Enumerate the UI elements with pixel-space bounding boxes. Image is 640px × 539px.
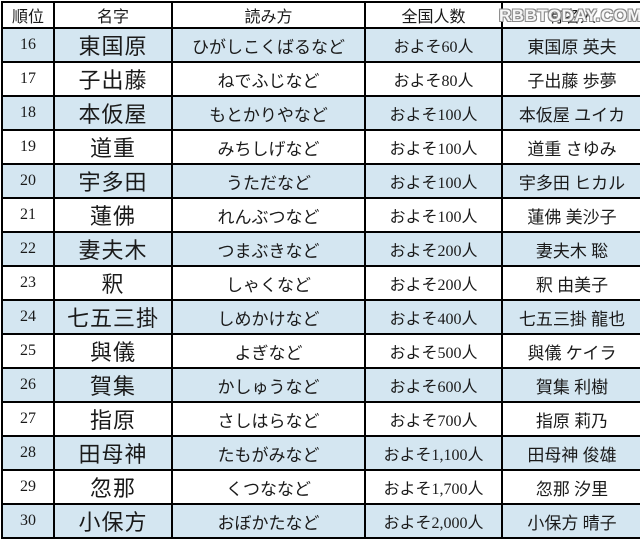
- cell-surname: 子出藤: [53, 61, 173, 97]
- cell-population: およそ200人: [364, 231, 503, 267]
- cell-reading: つまぶきなど: [171, 231, 366, 267]
- cell-rank: 17: [1, 61, 55, 97]
- cell-celebrity: 妻夫木 聡: [501, 231, 640, 267]
- cell-population: およそ200人: [364, 265, 503, 301]
- cell-rank: 23: [1, 265, 55, 301]
- header-rank: 順位: [1, 1, 55, 29]
- cell-reading: くつななど: [171, 469, 366, 505]
- table-row: 22 妻夫木 つまぶきなど およそ200人 妻夫木 聡: [1, 231, 640, 267]
- cell-reading: ねでふじなど: [171, 61, 366, 97]
- cell-population: およそ2,000人: [364, 503, 503, 539]
- header-celebrity: 有名人: [501, 1, 640, 29]
- cell-celebrity: 東国原 英夫: [501, 27, 640, 63]
- cell-celebrity: 釈 由美子: [501, 265, 640, 301]
- header-row: 順位 名字 読み方 全国人数 有名人: [1, 1, 640, 29]
- cell-rank: 16: [1, 27, 55, 63]
- header-reading: 読み方: [171, 1, 366, 29]
- cell-celebrity: 小保方 晴子: [501, 503, 640, 539]
- table-row: 29 忽那 くつななど およそ1,700人 忽那 汐里: [1, 469, 640, 505]
- table-row: 16 東国原 ひがしこくばるなど およそ60人 東国原 英夫: [1, 27, 640, 63]
- cell-reading: みちしげなど: [171, 129, 366, 165]
- table-row: 23 釈しゃくなど およそ200人釈 由美子: [1, 265, 640, 301]
- cell-reading: たもがみなど: [171, 435, 366, 471]
- cell-rank: 24: [1, 299, 55, 335]
- cell-surname: 蓮佛: [53, 197, 173, 233]
- table-row: 17 子出藤 ねでふじなど およそ80人 子出藤 歩夢: [1, 61, 640, 97]
- cell-surname: 指原: [53, 401, 173, 437]
- table-row: 25 與儀 よぎなど およそ500人 與儀 ケイラ: [1, 333, 640, 369]
- cell-surname: 妻夫木: [53, 231, 173, 267]
- table-row: 24 七五三掛 しめかけなど およそ400人 七五三掛 龍也: [1, 299, 640, 335]
- cell-celebrity: 賀集 利樹: [501, 367, 640, 403]
- cell-population: およそ1,100人: [364, 435, 503, 471]
- cell-rank: 30: [1, 503, 55, 539]
- cell-celebrity: 子出藤 歩夢: [501, 61, 640, 97]
- cell-surname: 賀集: [53, 367, 173, 403]
- table-row: 28 田母神 たもがみなど およそ1,100人 田母神 俊雄: [1, 435, 640, 471]
- cell-celebrity: 宇多田 ヒカル: [501, 163, 640, 199]
- cell-surname: 田母神: [53, 435, 173, 471]
- cell-reading: よぎなど: [171, 333, 366, 369]
- cell-population: およそ80人: [364, 61, 503, 97]
- cell-rank: 20: [1, 163, 55, 199]
- cell-surname: 小保方: [53, 503, 173, 539]
- cell-reading: かしゅうなど: [171, 367, 366, 403]
- cell-surname: 釈: [53, 265, 173, 301]
- cell-rank: 25: [1, 333, 55, 369]
- cell-reading: もとかりやなど: [171, 95, 366, 131]
- cell-reading: しめかけなど: [171, 299, 366, 335]
- cell-surname: 道重: [53, 129, 173, 165]
- cell-population: およそ60人: [364, 27, 503, 63]
- cell-surname: 本仮屋: [53, 95, 173, 131]
- cell-rank: 18: [1, 95, 55, 131]
- cell-celebrity: 忽那 汐里: [501, 469, 640, 505]
- table-row: 18 本仮屋 もとかりやなど およそ100人 本仮屋 ユイカ: [1, 95, 640, 131]
- cell-surname: 與儀: [53, 333, 173, 369]
- cell-population: およそ500人: [364, 333, 503, 369]
- header-population: 全国人数: [364, 1, 503, 29]
- cell-population: およそ700人: [364, 401, 503, 437]
- cell-population: およそ600人: [364, 367, 503, 403]
- cell-surname: 東国原: [53, 27, 173, 63]
- cell-population: およそ1,700人: [364, 469, 503, 505]
- table-row: 30 小保方 おぼかたなど およそ2,000人 小保方 晴子: [1, 503, 640, 539]
- cell-reading: ひがしこくばるなど: [171, 27, 366, 63]
- cell-population: およそ100人: [364, 197, 503, 233]
- cell-celebrity: 與儀 ケイラ: [501, 333, 640, 369]
- cell-reading: しゃくなど: [171, 265, 366, 301]
- cell-celebrity: 七五三掛 龍也: [501, 299, 640, 335]
- cell-celebrity: 本仮屋 ユイカ: [501, 95, 640, 131]
- cell-surname: 七五三掛: [53, 299, 173, 335]
- cell-rank: 29: [1, 469, 55, 505]
- cell-reading: おぼかたなど: [171, 503, 366, 539]
- table-row: 20 宇多田 うただなど およそ100人 宇多田 ヒカル: [1, 163, 640, 199]
- cell-reading: れんぶつなど: [171, 197, 366, 233]
- cell-celebrity: 指原 莉乃: [501, 401, 640, 437]
- cell-reading: さしはらなど: [171, 401, 366, 437]
- table-row: 27 指原 さしはらなど およそ700人 指原 莉乃: [1, 401, 640, 437]
- cell-rank: 21: [1, 197, 55, 233]
- cell-population: およそ100人: [364, 163, 503, 199]
- cell-population: およそ100人: [364, 95, 503, 131]
- cell-surname: 宇多田: [53, 163, 173, 199]
- header-surname: 名字: [53, 1, 173, 29]
- cell-rank: 22: [1, 231, 55, 267]
- cell-celebrity: 蓮佛 美沙子: [501, 197, 640, 233]
- cell-rank: 19: [1, 129, 55, 165]
- cell-reading: うただなど: [171, 163, 366, 199]
- cell-celebrity: 道重 さゆみ: [501, 129, 640, 165]
- table-row: 26 賀集 かしゅうなど およそ600人 賀集 利樹: [1, 367, 640, 403]
- cell-population: およそ100人: [364, 129, 503, 165]
- cell-celebrity: 田母神 俊雄: [501, 435, 640, 471]
- cell-rank: 26: [1, 367, 55, 403]
- table-body: 16 東国原 ひがしこくばるなど およそ60人 東国原 英夫 17 子出藤 ねでふじなど およそ…: [1, 27, 640, 539]
- table-row: 19 道重 みちしげなど およそ100人 道重 さゆみ: [1, 129, 640, 165]
- cell-population: およそ400人: [364, 299, 503, 335]
- cell-surname: 忽那: [53, 469, 173, 505]
- cell-rank: 27: [1, 401, 55, 437]
- cell-rank: 28: [1, 435, 55, 471]
- table-row: 21 蓮佛 れんぶつなど およそ100人 蓮佛 美沙子: [1, 197, 640, 233]
